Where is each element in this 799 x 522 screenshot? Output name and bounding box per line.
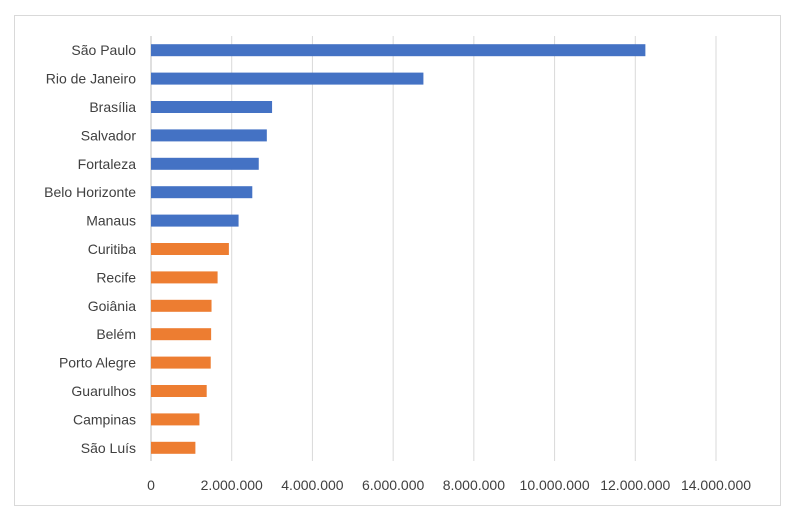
bar bbox=[151, 186, 253, 199]
x-tick-label: 6.000.000 bbox=[362, 477, 424, 493]
category-labels: São Paulo Rio de Janeiro Brasília Salvador F… bbox=[44, 42, 136, 456]
bar bbox=[151, 101, 273, 113]
gridlines bbox=[150, 36, 717, 461]
bar bbox=[151, 441, 196, 454]
bar bbox=[151, 72, 424, 85]
category-label: Rio de Janeiro bbox=[46, 71, 136, 87]
bar bbox=[151, 129, 267, 142]
category-label: Porto Alegre bbox=[59, 355, 136, 371]
bar bbox=[151, 271, 218, 284]
category-label: Goiânia bbox=[88, 298, 136, 314]
bar bbox=[151, 243, 229, 255]
bar bbox=[151, 299, 212, 312]
bar bbox=[151, 157, 259, 170]
chart-frame bbox=[14, 15, 781, 506]
bars bbox=[151, 44, 646, 454]
bar bbox=[151, 214, 239, 227]
category-label: Belém bbox=[96, 326, 136, 342]
x-tick-labels: 0 2.000.000 4.000.000 6.000.000 8.000.000 10.… bbox=[147, 477, 751, 493]
x-tick-label: 14.000.000 bbox=[681, 477, 751, 493]
x-tick-label: 0 bbox=[147, 477, 155, 493]
category-label: São Luís bbox=[81, 440, 136, 456]
category-label: São Paulo bbox=[71, 42, 136, 58]
category-label: Campinas bbox=[73, 411, 136, 427]
bar bbox=[151, 328, 212, 341]
category-label: Salvador bbox=[81, 127, 137, 143]
x-tick-label: 12.000.000 bbox=[600, 477, 670, 493]
x-tick-label: 4.000.000 bbox=[281, 477, 343, 493]
category-label: Brasília bbox=[89, 99, 136, 115]
category-label: Recife bbox=[96, 269, 136, 285]
bar bbox=[151, 385, 207, 397]
x-tick-label: 2.000.000 bbox=[201, 477, 263, 493]
category-label: Curitiba bbox=[88, 241, 136, 257]
category-label: Manaus bbox=[86, 213, 136, 229]
bar bbox=[151, 413, 200, 426]
x-tick-label: 10.000.000 bbox=[520, 477, 590, 493]
category-label: Guarulhos bbox=[71, 383, 136, 399]
category-label: Belo Horizonte bbox=[44, 184, 136, 200]
category-label: Fortaleza bbox=[78, 156, 137, 172]
bar bbox=[151, 44, 646, 57]
bar bbox=[151, 356, 211, 369]
x-tick-label: 8.000.000 bbox=[443, 477, 505, 493]
